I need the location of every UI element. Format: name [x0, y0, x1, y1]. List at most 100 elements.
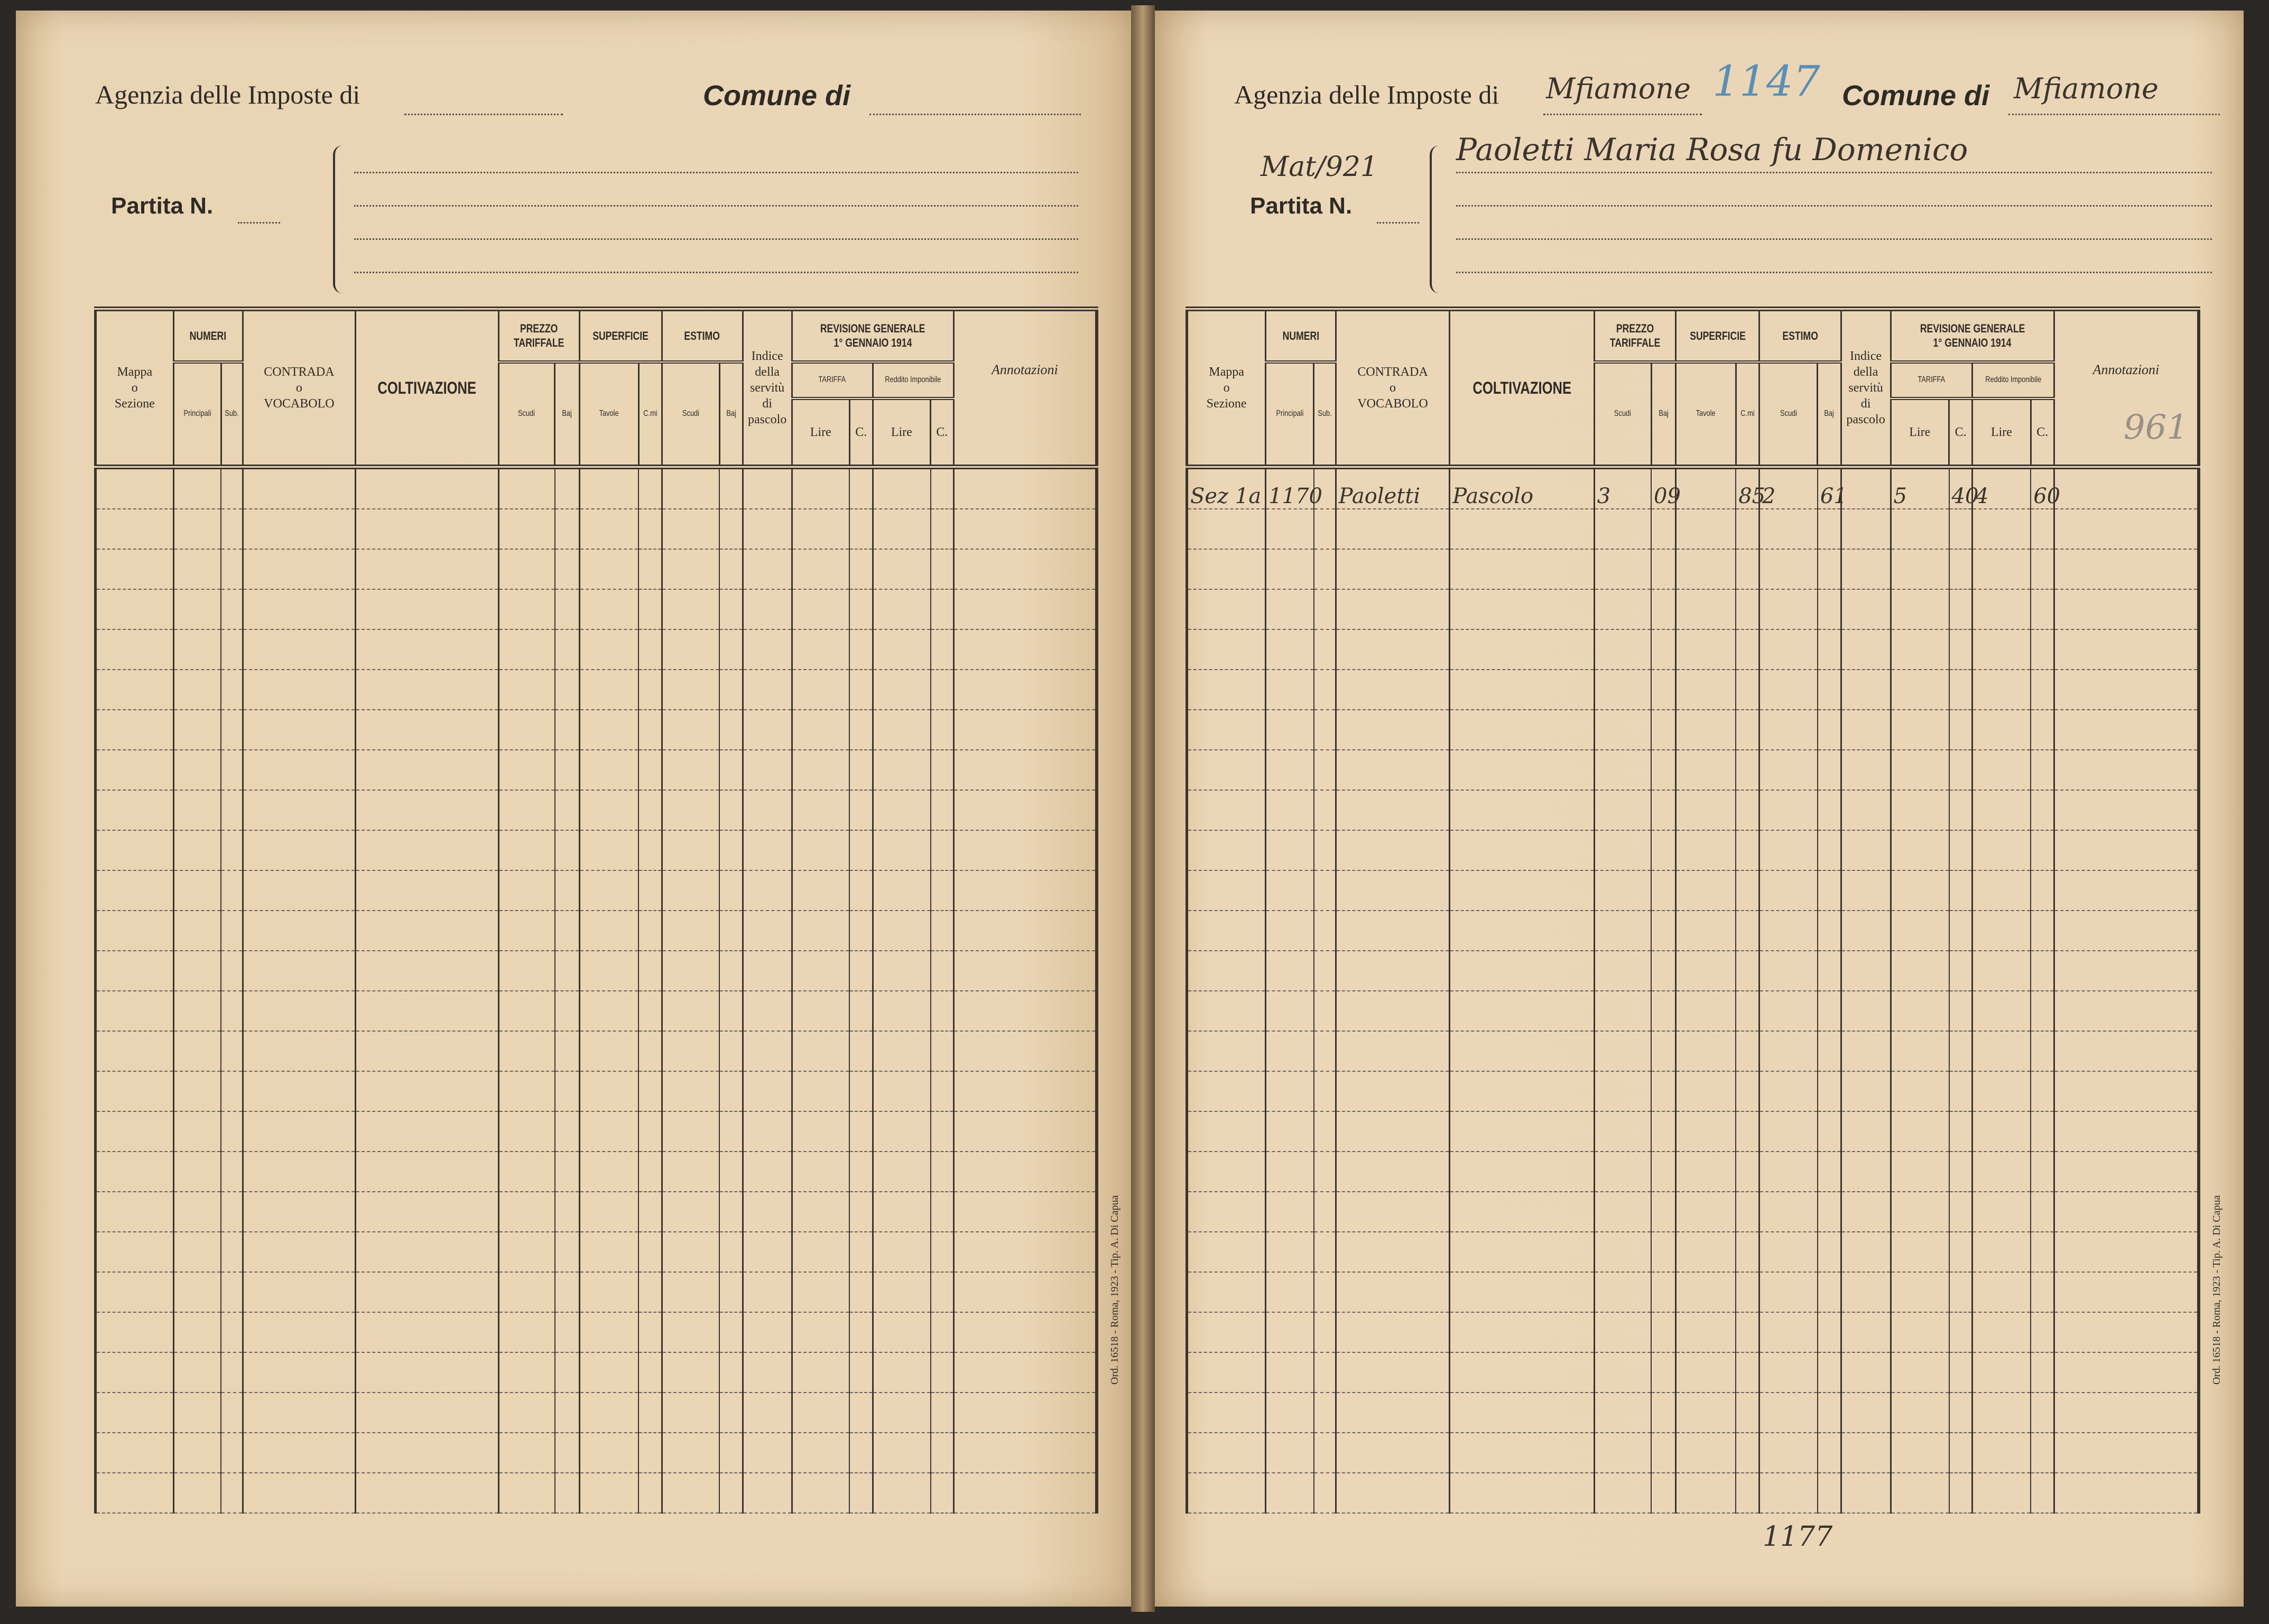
ledger-cell[interactable] [1735, 549, 1759, 590]
ledger-cell[interactable] [242, 1232, 356, 1273]
ledger-cell[interactable] [355, 830, 499, 871]
ledger-cell[interactable] [1735, 1031, 1759, 1072]
ledger-cell[interactable] [1948, 1192, 1972, 1232]
ledger-cell[interactable] [1948, 1031, 1972, 1072]
ledger-cell[interactable] [791, 911, 850, 951]
ledger-cell[interactable] [554, 1232, 580, 1273]
ledger-cell[interactable] [2030, 790, 2054, 831]
ledger-cell[interactable] [1735, 1152, 1759, 1192]
ledger-cell[interactable] [872, 1393, 931, 1433]
ledger-cell[interactable] [1675, 710, 1736, 750]
ledger-cell[interactable] [791, 951, 850, 991]
ledger-cell[interactable] [355, 790, 499, 831]
ledger-cell[interactable] [242, 1192, 356, 1232]
ledger-cell[interactable] [1265, 1031, 1314, 1072]
ledger-cell[interactable] [1335, 670, 1450, 710]
ledger-cell[interactable] [1313, 589, 1336, 630]
ledger-cell[interactable] [791, 790, 850, 831]
ledger-cell[interactable] [872, 549, 931, 590]
ledger-cell[interactable] [1593, 1071, 1651, 1112]
ledger-cell[interactable] [2053, 991, 2199, 1032]
ledger-cell[interactable] [872, 1433, 931, 1473]
ledger-cell[interactable] [1313, 790, 1336, 831]
ledger-cell[interactable] [1313, 750, 1336, 791]
ledger-cell[interactable] [1593, 710, 1651, 750]
ledger-cell[interactable] [742, 750, 792, 791]
ledger-cell[interactable] [242, 670, 356, 710]
ledger-cell[interactable] [638, 1152, 662, 1192]
ledger-cell[interactable] [172, 629, 221, 670]
ledger-cell[interactable] [355, 750, 499, 791]
ledger-cell[interactable] [1840, 1031, 1891, 1072]
ledger-cell[interactable] [1971, 1232, 2031, 1273]
ledger-cell[interactable] [1593, 1232, 1651, 1273]
ledger-cell[interactable] [2030, 1433, 2054, 1473]
ledger-cell[interactable] [554, 1473, 580, 1514]
ledger-cell[interactable] [1948, 509, 1972, 550]
ledger-cell[interactable] [578, 1192, 639, 1232]
ledger-cell[interactable] [1265, 1232, 1314, 1273]
ledger-cell[interactable] [1948, 1393, 1972, 1433]
ledger-cell[interactable] [930, 790, 954, 831]
ledger-cell[interactable] [95, 1393, 174, 1433]
ledger-cell[interactable] [849, 549, 873, 590]
ledger-cell[interactable] [1971, 1352, 2031, 1393]
ledger-cell[interactable] [355, 1312, 499, 1353]
ledger-cell[interactable] [578, 509, 639, 550]
ledger-cell[interactable] [1758, 830, 1818, 871]
ledger-cell[interactable] [578, 1352, 639, 1393]
ledger-cell[interactable] [1335, 629, 1450, 670]
ledger-cell[interactable] [719, 991, 743, 1032]
ledger-cell[interactable] [952, 1031, 1097, 1072]
ledger-cell[interactable] [172, 1433, 221, 1473]
ledger-cell[interactable] [1948, 870, 1972, 911]
ledger-cell[interactable] [1971, 1393, 2031, 1433]
ledger-cell[interactable] [1758, 790, 1818, 831]
ledger-cell[interactable] [1675, 589, 1736, 630]
ledger-cell[interactable] [661, 1152, 720, 1192]
ledger-cell[interactable] [1971, 1031, 2031, 1072]
ledger-cell[interactable] [1971, 710, 2031, 750]
ledger-cell[interactable] [578, 1152, 639, 1192]
ledger-cell[interactable] [497, 1192, 555, 1232]
ledger-cell[interactable] [1651, 589, 1676, 630]
ledger-cell[interactable] [1971, 589, 2031, 630]
ledger-cell[interactable] [661, 911, 720, 951]
ledger-cell[interactable] [1840, 549, 1891, 590]
ledger-cell[interactable] [1890, 629, 1949, 670]
ledger-cell[interactable] [95, 467, 174, 509]
ledger-cell[interactable] [578, 549, 639, 590]
ledger-cell[interactable] [1948, 1272, 1972, 1313]
ledger-cell[interactable] [1735, 1192, 1759, 1232]
ledger-cell[interactable]: Paoletti [1335, 467, 1450, 509]
ledger-cell[interactable] [719, 750, 743, 791]
ledger-cell[interactable] [742, 589, 792, 630]
ledger-cell[interactable] [742, 1433, 792, 1473]
ledger-cell[interactable] [638, 830, 662, 871]
ledger-cell[interactable] [1840, 1312, 1891, 1353]
ledger-cell[interactable] [355, 1152, 499, 1192]
ledger-cell[interactable] [172, 1111, 221, 1152]
ledger-cell[interactable] [1758, 1111, 1818, 1152]
ledger-cell[interactable] [1890, 589, 1949, 630]
ledger-cell[interactable] [1449, 1473, 1595, 1514]
ledger-cell[interactable] [95, 1071, 174, 1112]
ledger-cell[interactable] [1948, 1433, 1972, 1473]
ledger-cell[interactable] [1840, 1192, 1891, 1232]
ledger-cell[interactable] [172, 830, 221, 871]
ledger-cell[interactable] [1651, 1433, 1676, 1473]
ledger-cell[interactable] [1313, 830, 1336, 871]
ledger-cell[interactable] [791, 1031, 850, 1072]
ledger-cell[interactable] [872, 509, 931, 550]
ledger-cell[interactable] [1593, 991, 1651, 1032]
ledger-cell[interactable] [952, 790, 1097, 831]
ledger-cell[interactable] [1313, 991, 1336, 1032]
ledger-cell[interactable] [1675, 830, 1736, 871]
ledger-cell[interactable] [1817, 1071, 1841, 1112]
ledger-cell[interactable] [95, 1232, 174, 1273]
ledger-cell[interactable] [1651, 1071, 1676, 1112]
ledger-cell[interactable] [242, 549, 356, 590]
ledger-cell[interactable] [661, 549, 720, 590]
ledger-cell[interactable] [791, 1152, 850, 1192]
ledger-cell[interactable]: 09 [1651, 467, 1681, 509]
